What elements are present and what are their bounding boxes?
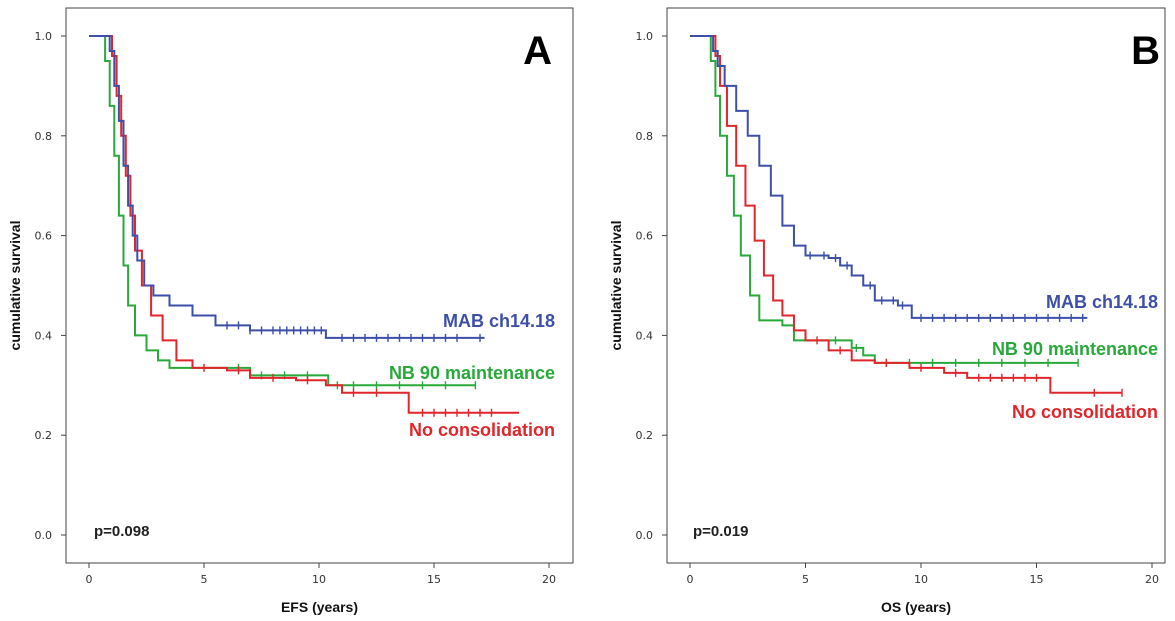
x-tick-label: 10 (914, 573, 928, 586)
y-tick-label: 0.8 (35, 130, 53, 143)
x-axis-title: EFS (years) (281, 599, 358, 615)
x-tick-label: 0 (86, 573, 93, 586)
series-line-0 (89, 35, 485, 339)
y-tick-label: 1.0 (35, 30, 53, 43)
panel-letter: A (523, 29, 552, 73)
chart-panel-a: 0 5 10 15 20 0.0 0.2 0.4 0.6 0.8 1.0 EFS (years) cum… (7, 7, 574, 615)
p-value-annotation: p=0.019 (693, 523, 748, 540)
p-value-annotation: p=0.098 (94, 523, 149, 540)
y-axis-title: cumulative survival (608, 221, 624, 351)
x-tick-label: 5 (802, 573, 809, 586)
chart-panel-b: 0 5 10 15 20 0.0 0.2 0.4 0.6 0.8 1.0 OS (years) cumu… (608, 7, 1166, 615)
y-tick-label: 0.0 (35, 529, 53, 542)
y-tick-label: 0.8 (636, 130, 654, 143)
x-tick-label: 20 (542, 573, 556, 586)
y-tick-label: 1.0 (636, 30, 654, 43)
series-label-2: No consolidation (1012, 402, 1158, 422)
series-label-1: NB 90 maintenance (992, 339, 1158, 359)
y-tick-label: 0.0 (636, 529, 654, 542)
panel-letter: B (1131, 29, 1160, 73)
plot-frame (666, 7, 1166, 564)
series-line-0 (690, 35, 1088, 319)
y-tick-label: 0.4 (636, 329, 654, 342)
y-tick-label: 0.6 (636, 230, 654, 243)
x-tick-label: 15 (1030, 573, 1044, 586)
x-tick-label: 20 (1145, 573, 1159, 586)
series-label-0: MAB ch14.18 (1046, 292, 1158, 312)
x-tick-label: 0 (687, 573, 694, 586)
y-tick-label: 0.2 (636, 429, 654, 442)
x-axis-title: OS (years) (881, 599, 951, 615)
y-tick-label: 0.4 (35, 329, 53, 342)
y-tick-label: 0.2 (35, 429, 53, 442)
series-label-2: No consolidation (409, 420, 555, 440)
x-tick-label: 10 (312, 573, 326, 586)
series-line-1 (690, 35, 1079, 364)
series-line-1 (89, 35, 476, 387)
y-axis-title: cumulative survival (7, 221, 23, 351)
x-tick-label: 15 (427, 573, 441, 586)
x-tick-label: 5 (201, 573, 208, 586)
series-line-2 (690, 35, 1122, 394)
series-label-1: NB 90 maintenance (389, 363, 555, 383)
series-line-2 (89, 35, 520, 414)
series-label-0: MAB ch14.18 (443, 311, 555, 331)
y-tick-label: 0.6 (35, 230, 53, 243)
